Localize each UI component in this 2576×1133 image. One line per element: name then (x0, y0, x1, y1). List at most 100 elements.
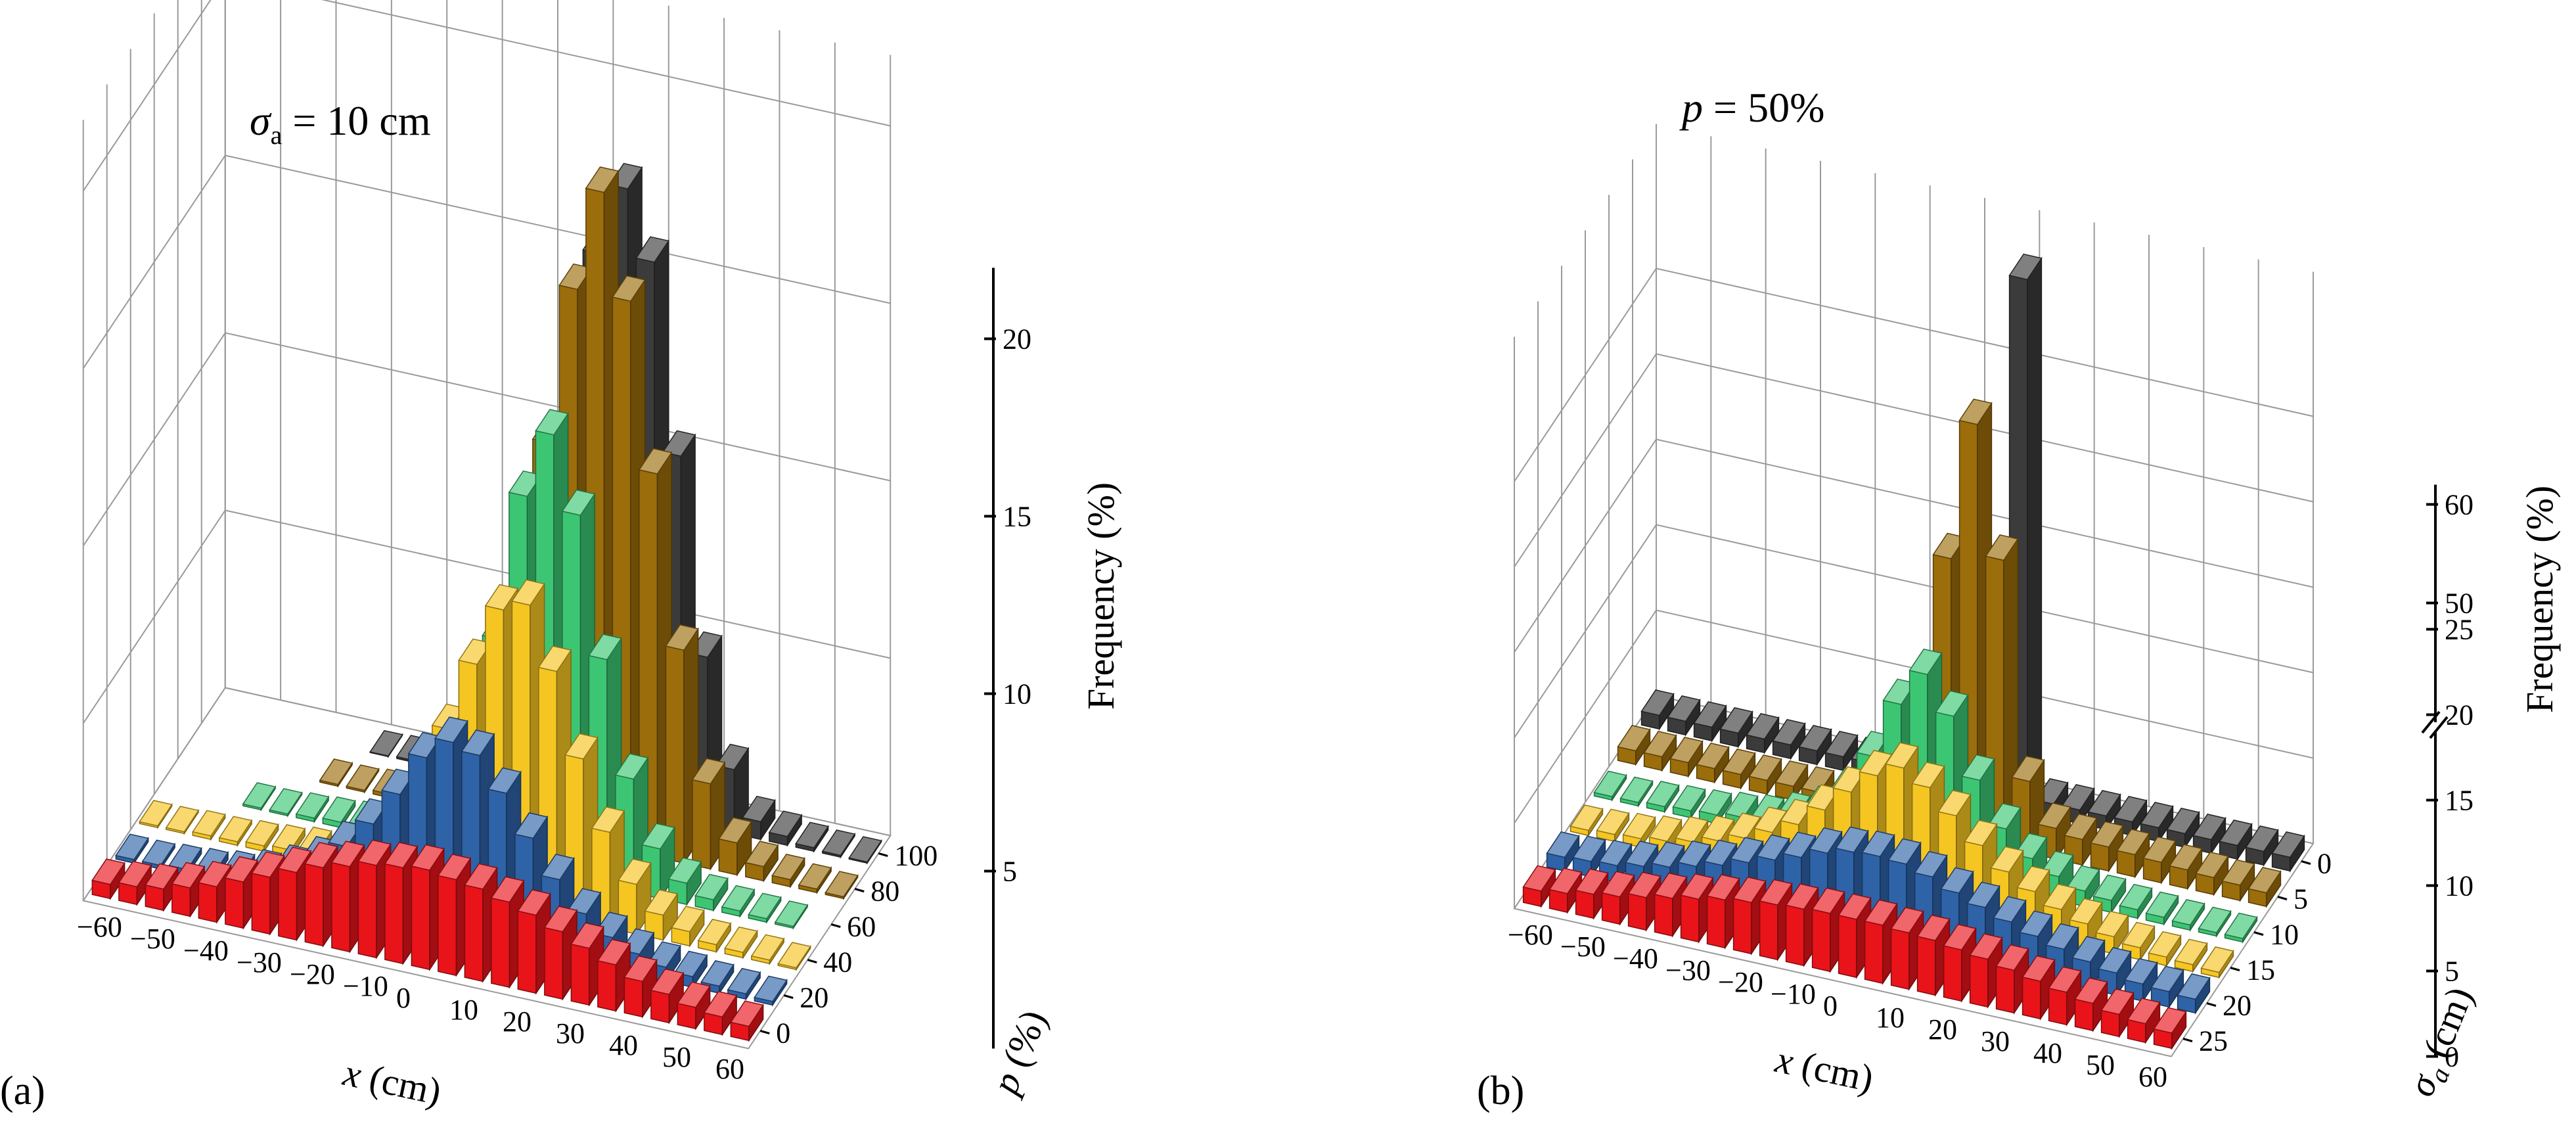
bar (694, 873, 729, 912)
bar-top (1680, 873, 1714, 900)
bar (2224, 912, 2258, 944)
bar-top (561, 489, 596, 516)
bar-top (1937, 789, 1972, 817)
depth-tick-label: 5 (2294, 883, 2308, 915)
bar-top (1601, 871, 1635, 898)
bar-top (1622, 812, 1656, 840)
bar (1548, 867, 1583, 914)
bar-top (1575, 868, 1609, 895)
bar-top (570, 922, 604, 949)
bar (825, 871, 859, 900)
bar-top (2016, 866, 2050, 892)
z-tick-label: 50 (2445, 588, 2474, 620)
panel-a-annotation: σa = 10 cm (250, 97, 431, 150)
panel-a-annotation-symbol: σ (250, 97, 272, 144)
bar-front (1759, 900, 1778, 961)
bar-top (511, 579, 545, 606)
bar (1969, 933, 2003, 1009)
bar-top (2195, 851, 2229, 879)
z-tick-label: 15 (1003, 501, 1031, 533)
bar-top (1785, 883, 1819, 910)
depth-tick (878, 852, 888, 857)
x-tick-label: 0 (396, 982, 411, 1014)
bar-top (1667, 695, 1701, 722)
bar-top (384, 842, 418, 869)
bar (2113, 796, 2148, 837)
bar-top (1730, 837, 1764, 864)
bar-top (1909, 648, 1943, 676)
bar-top (2048, 966, 2082, 993)
bar-front (1601, 892, 1621, 925)
bar-top (635, 236, 669, 263)
bar (671, 906, 705, 948)
bar-top (721, 885, 756, 912)
bar-front (2022, 976, 2041, 1020)
grid-line (82, 0, 891, 192)
bar-top (1809, 827, 1843, 854)
bar (2100, 988, 2135, 1038)
bar (1596, 808, 1630, 843)
bar-front (384, 863, 404, 965)
panel-b-depth-axis-title: σa (cm) (2399, 981, 2486, 1103)
bar (2124, 958, 2158, 1003)
bar (2074, 977, 2108, 1032)
bar (2200, 946, 2234, 979)
bar-front (171, 883, 191, 917)
bar-front (1654, 893, 1673, 937)
bar-front (1785, 904, 1805, 967)
bar-top (2245, 825, 2279, 852)
bar-top (2043, 883, 2077, 910)
bar-top (623, 955, 658, 983)
bar-top (218, 816, 253, 843)
bar-top (1546, 831, 1580, 858)
bar-front (251, 872, 271, 935)
bar-top (2140, 802, 2174, 829)
bar (245, 820, 279, 853)
bar (2271, 831, 2305, 873)
bar (777, 942, 811, 971)
bar-top (744, 841, 779, 867)
x-axis: −60 −50 −40 −30 −20 −10 0 10 20 30 40 50 60 (1508, 919, 2167, 1093)
z-tick-label: 60 (2445, 489, 2474, 521)
bar (319, 758, 353, 788)
bar-front (1969, 954, 1989, 1008)
bar-top (1885, 742, 1919, 769)
x-tick-label: 40 (2033, 1037, 2062, 1069)
depth-tick-label: 0 (2317, 848, 2332, 880)
bar (2127, 998, 2161, 1044)
bar-top (2224, 912, 2258, 939)
bar-top (271, 824, 306, 851)
bar-top (1719, 707, 1753, 734)
bar (2090, 821, 2124, 873)
bar-top (2095, 910, 2129, 938)
bar-top (1627, 871, 1661, 898)
bar-top (118, 860, 152, 888)
bar-top (1943, 923, 1977, 951)
bar-top (1648, 815, 1683, 842)
bar-front (623, 977, 643, 1018)
bar (1570, 804, 1604, 837)
bar-top (2116, 829, 2150, 856)
bar-top (771, 854, 805, 881)
bar (2177, 973, 2211, 1015)
bar-top (1993, 896, 2027, 923)
x-tick-label: −10 (343, 970, 388, 1002)
bar-top (2150, 965, 2184, 992)
x-tick-label: 50 (2086, 1049, 2115, 1081)
panel-a-x-axis-title: x (cm) (339, 1051, 445, 1113)
bar-top (754, 975, 788, 1002)
z-axis: 5 10 15 20 (984, 267, 1031, 1049)
z-tick-label: 25 (2445, 614, 2474, 646)
bar-top (464, 863, 498, 890)
bar (2171, 899, 2205, 932)
bar-front (331, 862, 351, 953)
bar-top (2092, 874, 2127, 901)
bar-top (1782, 831, 1817, 858)
bar-front (1838, 914, 1857, 979)
bar (2245, 825, 2279, 867)
grid-line (1514, 609, 2314, 824)
bar (2153, 1007, 2187, 1050)
bar-top (141, 839, 176, 866)
bar-top (1990, 846, 2024, 873)
bar (730, 1000, 764, 1042)
